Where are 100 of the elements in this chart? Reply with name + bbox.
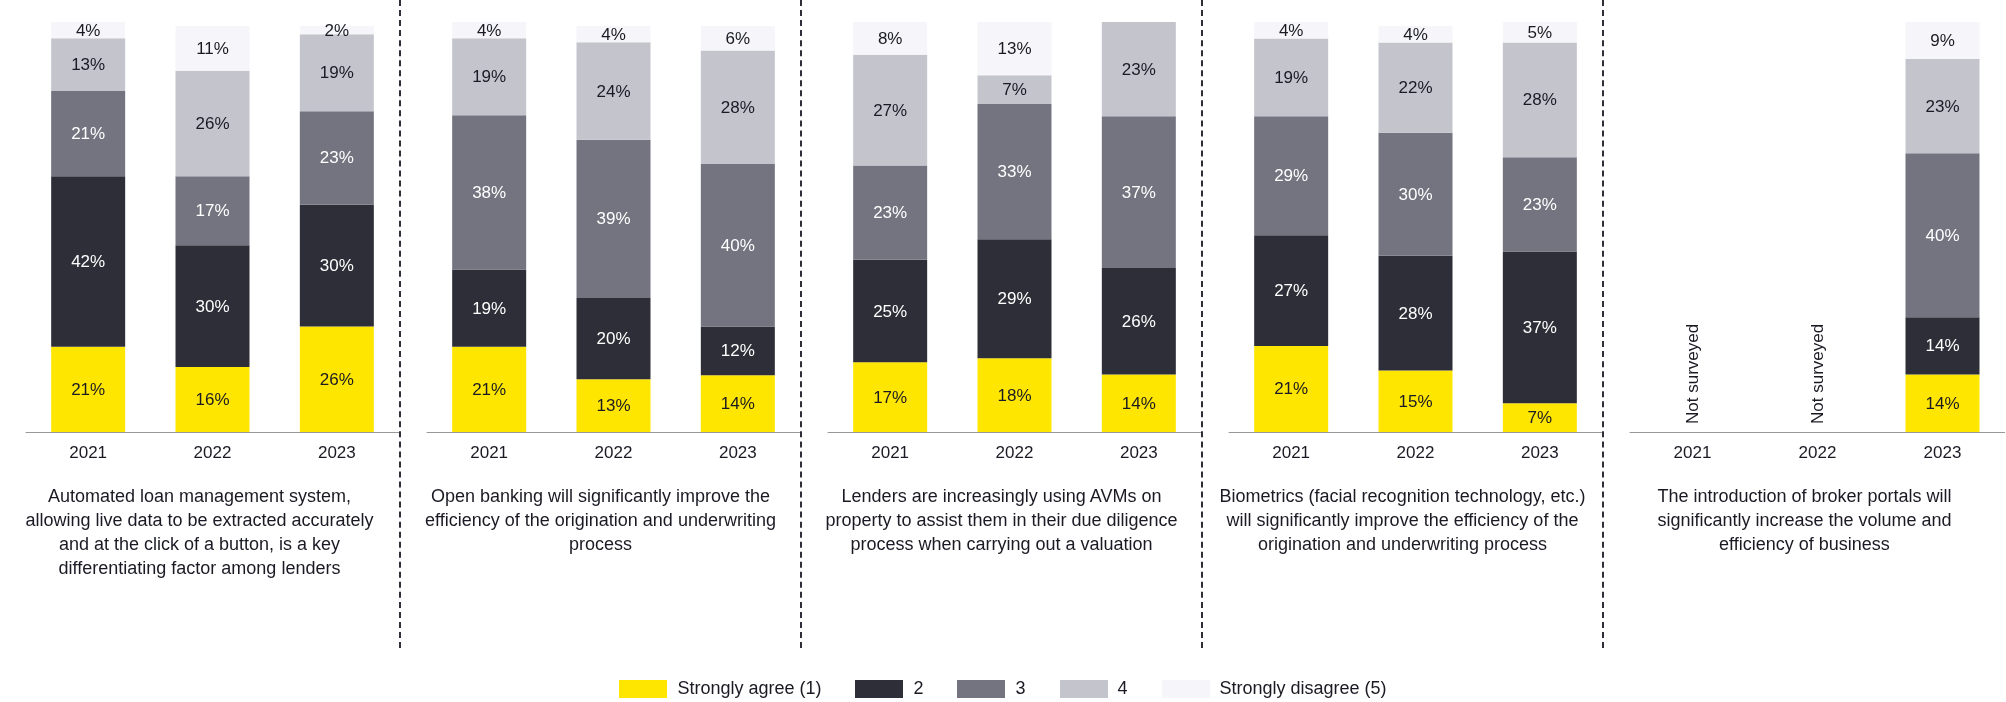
data-label: 26% bbox=[1121, 311, 1156, 331]
bar bbox=[1254, 38, 1329, 117]
data-label: 4% bbox=[476, 20, 502, 40]
data-label: 17% bbox=[873, 387, 908, 407]
bar bbox=[452, 346, 527, 432]
data-label: 4% bbox=[1278, 20, 1304, 40]
bar bbox=[576, 139, 651, 299]
data-label: 30% bbox=[1398, 184, 1433, 204]
data-label: 25% bbox=[873, 301, 908, 321]
data-label: 7% bbox=[1002, 80, 1027, 100]
bar bbox=[853, 259, 928, 363]
data-label: 19% bbox=[319, 63, 354, 83]
bar bbox=[977, 75, 1052, 104]
data-label: 21% bbox=[1274, 379, 1309, 399]
data-label: 38% bbox=[472, 182, 507, 202]
legend-label: Strongly disagree (5) bbox=[1219, 678, 1387, 699]
data-label: 21% bbox=[472, 379, 507, 399]
data-label: 40% bbox=[720, 235, 755, 255]
data-label: 26% bbox=[319, 369, 354, 389]
bar bbox=[1254, 235, 1329, 346]
bar bbox=[853, 165, 928, 260]
data-label: 28% bbox=[720, 97, 755, 117]
data-label: 13% bbox=[997, 39, 1032, 59]
x-axis-title: Lenders are increasingly using AVMs on property to assist them in their due diligence process when carrying out a valuation bbox=[824, 485, 1179, 556]
legend-label: 3 bbox=[1015, 678, 1026, 699]
x-axis-title: Open banking will significantly improve the efficiency of the origination and underwriting process bbox=[424, 485, 777, 556]
bar bbox=[700, 326, 775, 376]
data-label: 15% bbox=[1398, 391, 1433, 411]
bar bbox=[853, 22, 928, 55]
legend-label: 4 bbox=[1117, 678, 1128, 699]
bar bbox=[299, 326, 374, 432]
x-tick-label: 2021 bbox=[470, 443, 509, 462]
x-axis-title: The introduction of broker portals will significantly increase the volume and efficiency of business bbox=[1656, 485, 1953, 556]
bar bbox=[1502, 251, 1577, 404]
bar bbox=[576, 42, 651, 140]
data-label: 19% bbox=[472, 67, 507, 87]
data-label: 13% bbox=[71, 55, 106, 75]
data-label: 30% bbox=[195, 296, 230, 316]
bar bbox=[1254, 116, 1329, 236]
x-tick-label: 2023 bbox=[1520, 443, 1559, 462]
data-label: 21% bbox=[71, 124, 106, 144]
data-label: 42% bbox=[71, 252, 106, 272]
data-label: 23% bbox=[1121, 59, 1156, 79]
x-tick-label: 2021 bbox=[69, 443, 108, 462]
x-tick-label: 2022 bbox=[594, 443, 633, 462]
x-tick-label: 2022 bbox=[1798, 443, 1837, 462]
data-label: 14% bbox=[1925, 336, 1960, 356]
data-label: 14% bbox=[1121, 393, 1156, 413]
bar bbox=[576, 298, 651, 380]
data-label: 23% bbox=[873, 203, 908, 223]
data-label: 29% bbox=[1274, 166, 1309, 186]
bar bbox=[977, 358, 1052, 432]
data-label: 4% bbox=[75, 20, 101, 40]
bar bbox=[299, 34, 374, 112]
bar bbox=[977, 22, 1052, 76]
bar bbox=[1502, 42, 1577, 158]
bar bbox=[1378, 132, 1453, 256]
data-label: 23% bbox=[1925, 96, 1960, 116]
bar bbox=[175, 70, 250, 177]
x-axis-title: Biometrics (facial recognition technology, etc.) will significantly improve the efficiency of the origination and underwriting process bbox=[1218, 485, 1587, 556]
data-label: 37% bbox=[1121, 182, 1156, 202]
bar bbox=[1101, 268, 1176, 375]
data-label: 19% bbox=[472, 298, 507, 318]
bar bbox=[576, 379, 651, 432]
data-label: 13% bbox=[596, 396, 631, 416]
data-label: 8% bbox=[877, 28, 903, 48]
x-tick-label: 2022 bbox=[193, 443, 232, 462]
x-tick-label: 2021 bbox=[871, 443, 910, 462]
x-tick-label: 2021 bbox=[1272, 443, 1311, 462]
x-tick-label: 2023 bbox=[317, 443, 356, 462]
data-label: 18% bbox=[997, 385, 1032, 405]
data-label: 4% bbox=[601, 24, 626, 44]
data-label: 12% bbox=[720, 341, 755, 361]
bar bbox=[700, 164, 775, 327]
bar bbox=[977, 239, 1052, 359]
data-label: 24% bbox=[596, 81, 631, 101]
bar bbox=[452, 269, 527, 347]
bar bbox=[853, 54, 928, 166]
bar bbox=[51, 91, 126, 177]
data-label: 14% bbox=[720, 394, 755, 414]
x-tick-label: 2022 bbox=[995, 443, 1034, 462]
data-label: 23% bbox=[319, 148, 354, 168]
data-label: 19% bbox=[1274, 67, 1309, 87]
bar bbox=[977, 104, 1052, 240]
data-label: 22% bbox=[1398, 78, 1433, 98]
bar bbox=[51, 38, 126, 92]
bar bbox=[175, 26, 250, 71]
data-label: 33% bbox=[997, 162, 1032, 182]
data-label: 27% bbox=[1274, 281, 1309, 301]
x-axis-title: Automated loan management system, allowing live data to be extracted accurately and at the click of a button, is a key differentiating factor among lenders bbox=[24, 485, 375, 580]
bar bbox=[1502, 157, 1577, 252]
data-label: 14% bbox=[1925, 393, 1960, 413]
data-label: 4% bbox=[1403, 24, 1428, 44]
bar bbox=[700, 375, 775, 432]
annotation: Not surveyed bbox=[1683, 323, 1702, 424]
bar bbox=[51, 176, 126, 347]
bar bbox=[452, 115, 527, 270]
bar bbox=[853, 362, 928, 432]
x-tick-label: 2023 bbox=[1119, 443, 1158, 462]
data-label: 2% bbox=[324, 20, 350, 40]
